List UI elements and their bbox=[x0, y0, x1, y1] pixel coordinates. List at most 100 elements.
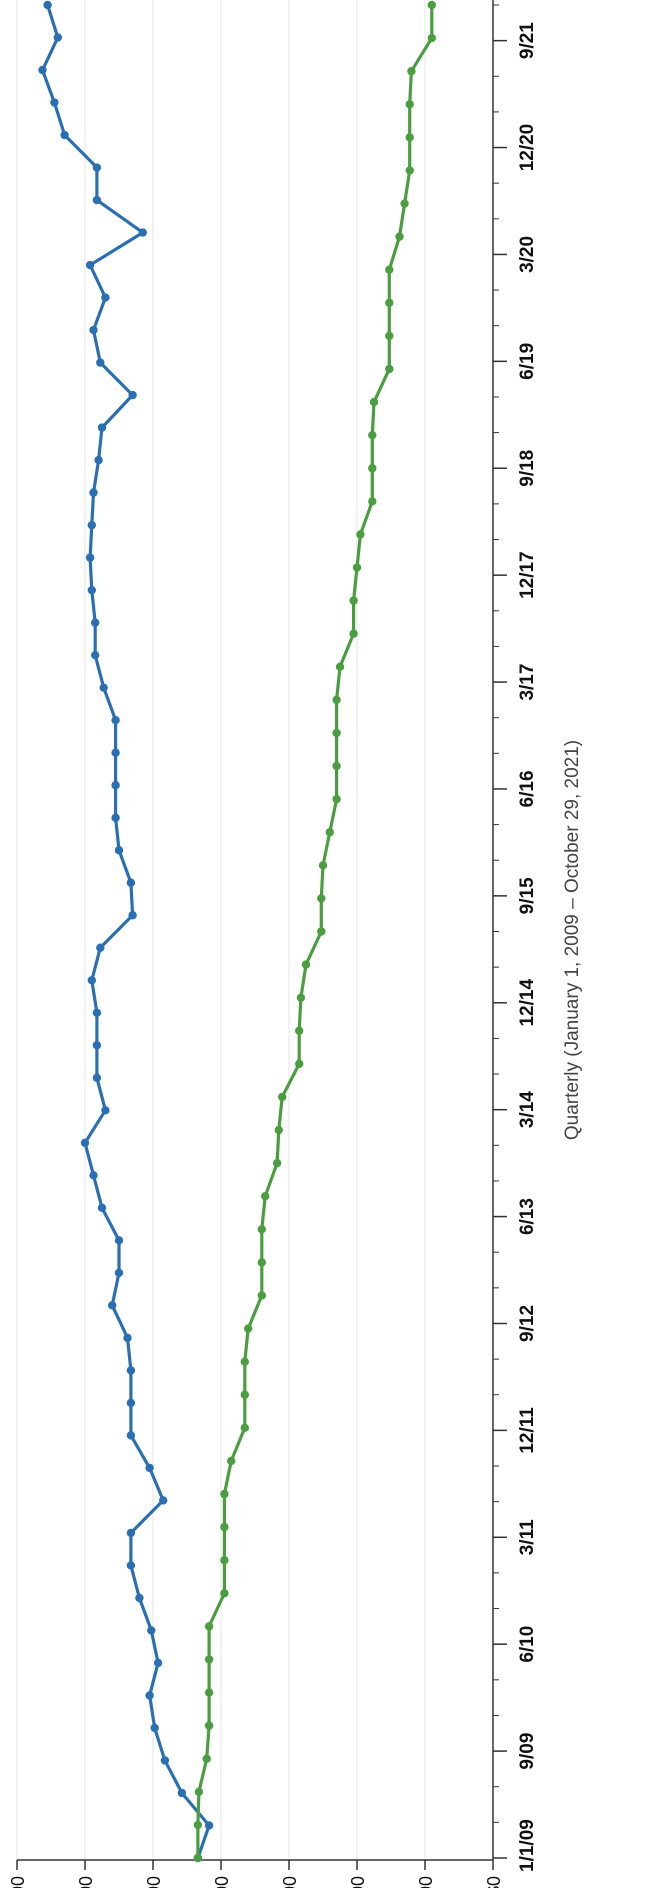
series-2-point bbox=[220, 1489, 229, 1499]
series-2-point bbox=[332, 761, 341, 771]
series-2-point bbox=[204, 1688, 214, 1697]
time-tick-label: 6/16 bbox=[517, 770, 538, 807]
series-1-point bbox=[177, 1788, 187, 1798]
series-1-point bbox=[126, 878, 136, 887]
value-tick-label: $0 bbox=[484, 1876, 504, 1888]
series-1-point bbox=[89, 1171, 98, 1180]
series-2-point bbox=[405, 166, 414, 175]
series-2-point bbox=[295, 1026, 304, 1035]
series-2-point bbox=[369, 397, 379, 407]
value-tick-label: $1,000,000 bbox=[144, 1876, 164, 1888]
series-1-point bbox=[126, 1366, 136, 1375]
series-2-point bbox=[296, 993, 306, 1002]
gridlines bbox=[16, 0, 426, 1860]
series-2-point bbox=[400, 199, 409, 208]
series-1-point bbox=[87, 520, 97, 530]
series-2-point bbox=[204, 1655, 214, 1664]
value-tick-label: $600,000 bbox=[280, 1876, 300, 1888]
series-1-point bbox=[43, 0, 52, 10]
series-1-point bbox=[38, 65, 47, 75]
time-tick-label: 12/20 bbox=[517, 124, 538, 172]
series-1-point bbox=[114, 1268, 124, 1278]
series-1-point bbox=[94, 455, 103, 465]
series-1-line bbox=[40, 4, 211, 1859]
series-1-point bbox=[97, 423, 107, 432]
series-2-point bbox=[317, 894, 326, 903]
series-2-point bbox=[332, 728, 341, 738]
series-2-point bbox=[202, 1754, 211, 1763]
time-tick-label: 9/21 bbox=[517, 22, 538, 59]
series-2-point bbox=[385, 364, 394, 374]
time-tick-label: 3/20 bbox=[517, 236, 538, 273]
series-2-point bbox=[240, 1357, 249, 1366]
series-1-point bbox=[99, 683, 108, 692]
series-1-point bbox=[111, 781, 120, 790]
series-2-point bbox=[278, 1092, 287, 1102]
series-1-point bbox=[159, 1496, 168, 1505]
time-tick-label: 6/19 bbox=[517, 343, 538, 380]
series-2-point bbox=[244, 1324, 253, 1333]
series-2-point bbox=[405, 133, 414, 142]
series-2-point bbox=[318, 861, 328, 870]
series-2-point bbox=[368, 430, 377, 440]
series-2-point bbox=[257, 1225, 266, 1234]
series-2-point bbox=[272, 1158, 282, 1168]
time-tick-label: 6/10 bbox=[517, 1626, 538, 1663]
series-2-point bbox=[385, 331, 394, 341]
series-1-point bbox=[80, 1138, 90, 1148]
series-1-point bbox=[147, 1626, 156, 1635]
series-1-point bbox=[89, 325, 98, 335]
series-2-point bbox=[204, 1721, 214, 1730]
series-lines bbox=[38, 0, 436, 1863]
series-2-point bbox=[317, 927, 326, 936]
series-1-point bbox=[150, 1723, 159, 1733]
series-1-point bbox=[85, 553, 95, 562]
series-2-point bbox=[220, 1555, 229, 1565]
series-1-point bbox=[96, 358, 105, 367]
series-1-point bbox=[87, 585, 97, 595]
series-2-point bbox=[193, 1820, 203, 1830]
series-1-point bbox=[114, 1236, 124, 1245]
series-2-point bbox=[257, 1291, 266, 1300]
value-tick-label: $1,400,000 bbox=[8, 1876, 28, 1888]
series-2-point bbox=[332, 695, 341, 705]
series-1-point bbox=[145, 1691, 154, 1700]
series-2-point bbox=[395, 232, 404, 241]
series-1-point bbox=[92, 163, 102, 172]
series-1-point bbox=[101, 293, 110, 302]
series-2-point bbox=[301, 960, 311, 969]
series-1-point bbox=[160, 1756, 170, 1765]
time-tick-label: 3/14 bbox=[517, 1091, 538, 1128]
time-tick-label: 9/12 bbox=[517, 1305, 538, 1342]
series-1-point bbox=[60, 130, 69, 140]
series-1-point bbox=[96, 943, 105, 952]
series-2-point bbox=[274, 1125, 283, 1135]
series-2-point bbox=[257, 1258, 266, 1267]
time-tick-label: 6/13 bbox=[517, 1198, 538, 1235]
series-1-point bbox=[126, 1431, 136, 1440]
series-1-point bbox=[91, 650, 100, 660]
series-1-point bbox=[92, 1073, 102, 1082]
series-1-point bbox=[53, 33, 62, 42]
series-1-point bbox=[135, 1593, 144, 1603]
series-2-point bbox=[356, 530, 365, 539]
value-tick-label: $800,000 bbox=[212, 1876, 232, 1888]
series-2-point bbox=[368, 464, 377, 473]
tick-labels: $0 $200,000 $400,000 $600,000 $800,000 $1,000… bbox=[8, 22, 538, 1888]
series-1-point bbox=[108, 1301, 117, 1310]
series-1-point bbox=[85, 260, 95, 270]
series-1-point bbox=[126, 1528, 136, 1538]
series-1-point bbox=[126, 1561, 136, 1570]
series-2-point bbox=[405, 100, 414, 109]
series-1-point bbox=[92, 1008, 102, 1017]
series-2-point bbox=[220, 1522, 229, 1532]
series-1-point bbox=[111, 748, 120, 757]
time-tick-label: 9/18 bbox=[517, 450, 538, 487]
value-tick-label: $400,000 bbox=[348, 1876, 368, 1888]
series-2-point bbox=[227, 1456, 236, 1466]
time-tick-label: 12/17 bbox=[517, 551, 538, 599]
series-1-point bbox=[97, 1203, 107, 1213]
series-2-line bbox=[196, 5, 434, 1858]
series-2-point bbox=[349, 596, 358, 605]
